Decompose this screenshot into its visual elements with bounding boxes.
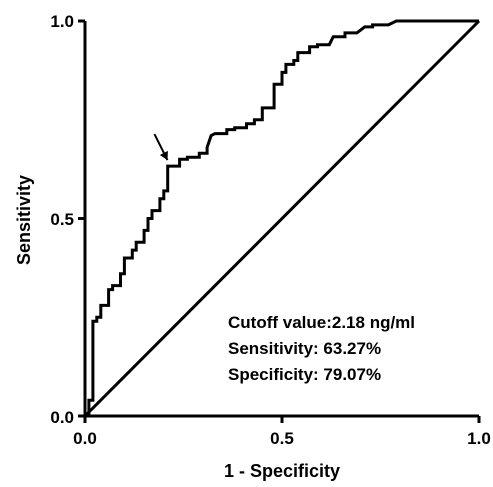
y-axis-title: Sensitivity <box>14 175 34 265</box>
x-axis-title: 1 - Specificity <box>224 461 340 481</box>
x-tick-label-2: 1.0 <box>467 429 491 448</box>
axes <box>78 19 481 423</box>
y-tick-label-1: 0.5 <box>50 210 74 229</box>
sensitivity-label: Sensitivity: 63.27% <box>228 339 381 358</box>
y-tick-label-0: 0.0 <box>50 408 74 427</box>
cutoff-arrow-head <box>159 150 168 161</box>
reference-line <box>83 19 481 418</box>
cutoff-value-label: Cutoff value:2.18 ng/ml <box>228 313 415 332</box>
series-layer <box>83 19 481 418</box>
x-tick-label-0: 0.0 <box>73 429 97 448</box>
y-tick-label-2: 1.0 <box>50 12 74 31</box>
specificity-label: Specificity: 79.07% <box>228 365 381 384</box>
roc-curve <box>85 19 479 418</box>
x-tick-label-1: 0.5 <box>270 429 294 448</box>
